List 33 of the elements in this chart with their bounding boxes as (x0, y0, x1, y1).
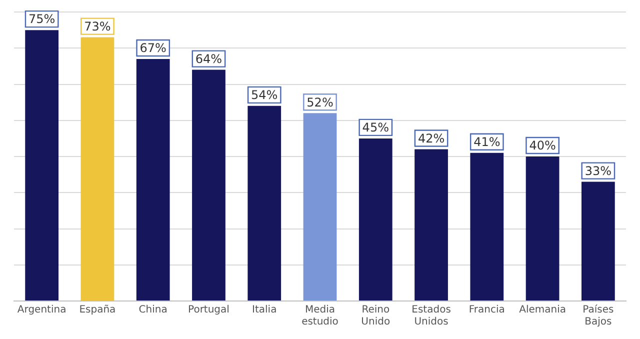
data-label: 73% (84, 19, 111, 34)
x-tick-label: Media estudio (302, 304, 338, 328)
bar (136, 58, 170, 300)
data-label: 64% (195, 52, 222, 66)
bar (80, 37, 114, 300)
x-tick-label: España (79, 304, 116, 316)
data-label: 54% (251, 88, 278, 102)
bar (526, 156, 560, 300)
data-label: 45% (362, 120, 389, 135)
x-tick-label: Alemania (519, 304, 566, 316)
bar (25, 30, 59, 300)
data-label: 40% (529, 138, 556, 153)
data-label: 75% (28, 12, 56, 26)
bar (358, 138, 392, 300)
x-tick-label: Italia (252, 304, 277, 316)
x-tick-label: Francia (468, 304, 505, 316)
x-tick-label: Estados Unidos (412, 304, 451, 328)
bar (470, 152, 504, 300)
data-label: 52% (306, 95, 334, 110)
bar (248, 106, 282, 300)
x-tick-label: Argentina (17, 304, 66, 316)
data-label: 42% (418, 131, 445, 146)
bar (192, 70, 226, 300)
data-label: 41% (474, 135, 500, 150)
bar (303, 113, 337, 300)
x-tick-label: China (138, 304, 168, 316)
bar (414, 149, 448, 300)
data-label: 33% (584, 164, 612, 178)
x-tick-label: Países Bajos (582, 304, 614, 328)
bar (581, 182, 615, 300)
x-tick-label: Portugal (188, 304, 230, 316)
data-label: 67% (140, 41, 166, 56)
x-tick-label: Reino Unido (361, 304, 390, 328)
